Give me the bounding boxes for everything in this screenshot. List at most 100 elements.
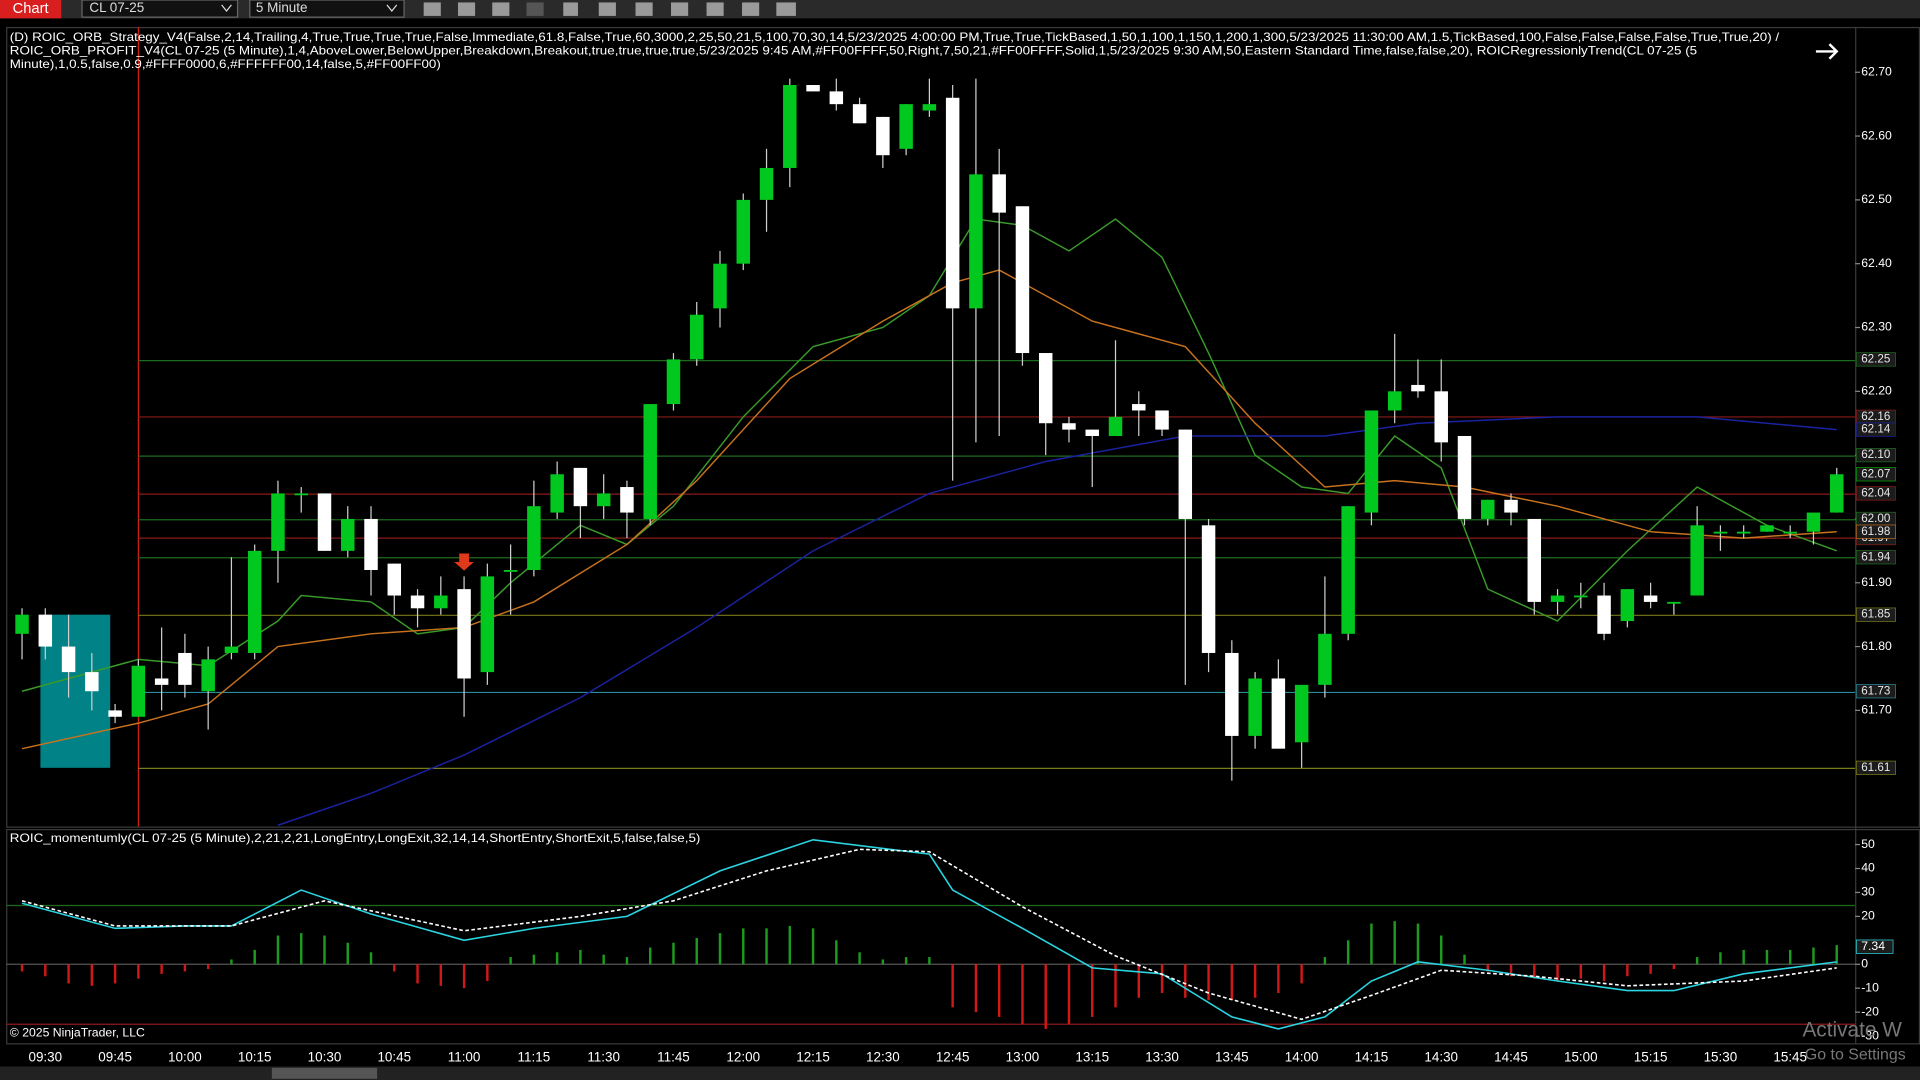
momentum-bar [1230, 964, 1234, 1001]
scrollbar-thumb[interactable] [271, 1067, 378, 1079]
level-label: 61.85 [1861, 608, 1890, 621]
candle-body [1527, 518, 1542, 602]
tool-icon[interactable] [492, 2, 510, 16]
toolbar-icons [423, 2, 796, 16]
chart-tab[interactable] [0, 0, 62, 19]
y-tick-label: 62.20 [1861, 384, 1892, 398]
candle-body [829, 91, 844, 105]
momentum-bar [1137, 964, 1140, 998]
expand-arrow[interactable] [1815, 43, 1839, 60]
momentum-bar [90, 964, 94, 986]
candle-body [247, 550, 262, 653]
x-tick-label: 14:15 [1355, 1050, 1389, 1065]
tool-icon[interactable] [671, 2, 689, 16]
momentum-bar [928, 957, 931, 965]
candle-body [1225, 652, 1239, 736]
momentum-bar [1114, 964, 1117, 1008]
momentum-bar [765, 928, 768, 965]
momentum-panel-border [6, 828, 1920, 1045]
momentum-bar [1346, 940, 1350, 965]
y-tick-label: 62.50 [1861, 192, 1892, 206]
tool-icon[interactable] [598, 2, 616, 16]
candle-body [1550, 595, 1565, 602]
candle-body [876, 116, 890, 156]
candle-body [1038, 353, 1053, 424]
x-tick-label: 13:15 [1075, 1050, 1109, 1065]
candle-body [736, 199, 750, 264]
momentum-bar [393, 964, 396, 972]
momentum-bar [1556, 964, 1559, 982]
x-tick-label: 13:30 [1145, 1050, 1179, 1065]
candle-body [1597, 595, 1611, 634]
level-label-bg [1855, 486, 1896, 501]
momentum-bar [462, 964, 466, 989]
y-tick-label: 61.70 [1861, 703, 1892, 717]
x-tick-label: 13:45 [1215, 1050, 1249, 1065]
momentum-bar [20, 964, 24, 972]
candle-body [1015, 206, 1030, 354]
y-tick-label: -20 [1861, 1004, 1879, 1018]
x-tick-label: 12:00 [726, 1050, 760, 1065]
level-label: 62.00 [1861, 512, 1891, 525]
axes: 62.70 62.60 62.50 62.40 62.30 62.20 62.10 62.00… [28, 64, 1896, 1065]
candle-body [271, 493, 285, 551]
current-value-label: 7.34 [1861, 939, 1885, 953]
momentum-bar [1184, 964, 1187, 998]
candle-body [922, 104, 937, 111]
price-plot [15, 26, 1856, 827]
momentum-line [21, 848, 1837, 1021]
instrument-select[interactable] [81, 0, 239, 18]
level-label: 62.16 [1861, 410, 1890, 423]
candle-body [1108, 416, 1123, 436]
momentum-bar [858, 952, 861, 965]
momentum-bar [1626, 964, 1629, 977]
interval-select[interactable] [249, 0, 405, 18]
tool-icon[interactable] [423, 2, 441, 16]
momentum-bar [602, 954, 605, 965]
momentum-bar [1695, 957, 1699, 965]
momentum-bar [532, 954, 536, 965]
candle-body [1481, 499, 1495, 519]
tool-icon[interactable] [457, 2, 476, 16]
y-tick-label: 50 [1861, 837, 1875, 851]
tool-icon[interactable] [776, 2, 796, 16]
y-tick-label: -30 [1861, 1028, 1879, 1042]
momentum-bar [1812, 947, 1815, 965]
y-tick-label: 62.60 [1861, 128, 1892, 142]
tool-icon[interactable] [563, 2, 578, 16]
candle-body [1620, 589, 1635, 622]
momentum-bar [1277, 964, 1280, 993]
price-marker: 61.98 [1861, 525, 1890, 538]
price-marker: 62.14 [1861, 423, 1891, 436]
candle-body [1062, 423, 1076, 430]
momentum-bar [742, 928, 745, 965]
candle-body [596, 493, 611, 507]
x-tick-label: 10:00 [168, 1050, 202, 1065]
indicator-label: Minute),1,0.5,false,0.9,#FFFF0000,6,#FFF… [10, 57, 441, 71]
scrollbar[interactable] [0, 1066, 1920, 1080]
x-tick-label: 10:45 [377, 1050, 411, 1065]
candle-body [759, 167, 774, 200]
level-label: 61.73 [1861, 684, 1890, 697]
candle-body [15, 614, 29, 634]
candle-body [410, 595, 425, 609]
momentum-bar [160, 964, 163, 974]
momentum-bar [974, 964, 978, 1013]
momentum-bar [1091, 964, 1094, 1017]
x-tick-label: 11:30 [587, 1050, 620, 1065]
x-tick-label: 10:30 [308, 1050, 342, 1065]
candle-body [1690, 525, 1704, 596]
tool-icon[interactable] [742, 2, 760, 16]
momentum-bar [1579, 964, 1583, 979]
candle-body [1155, 410, 1169, 430]
momentum-bar [206, 964, 210, 970]
tool-icon[interactable] [706, 2, 724, 16]
momentum-bar [67, 964, 70, 984]
momentum-bar [44, 964, 47, 977]
tool-icon[interactable] [526, 2, 544, 16]
candle-body [1271, 678, 1286, 749]
moving-average [277, 416, 1837, 826]
momentum-label: ROIC_momentumly(CL 07-25 (5 Minute),2,21… [10, 831, 701, 845]
tool-icon[interactable] [635, 2, 653, 16]
